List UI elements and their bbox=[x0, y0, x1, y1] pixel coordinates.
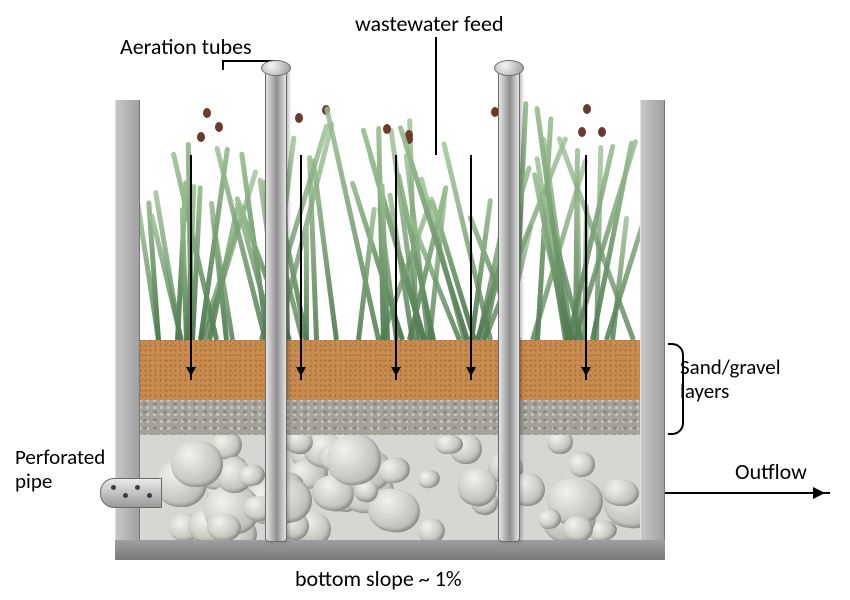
flow-arrow bbox=[585, 155, 587, 380]
aeration-tube-2-cap bbox=[494, 60, 524, 76]
flow-arrow bbox=[300, 155, 302, 380]
vessel-floor bbox=[115, 540, 665, 560]
label-wastewater-feed: wastewater feed bbox=[355, 10, 504, 37]
diagram-stage: Aeration tubes wastewater feed Sand/grav… bbox=[0, 0, 850, 600]
label-bottom-slope: bottom slope ~ 1% bbox=[295, 565, 462, 592]
outflow-arrow bbox=[665, 492, 830, 494]
label-sand-gravel: Sand/gravel layers bbox=[680, 355, 810, 403]
aeration-tube-2 bbox=[498, 70, 520, 542]
plant-zone bbox=[140, 95, 640, 340]
plant-clump bbox=[540, 95, 640, 340]
layer-gravel bbox=[140, 400, 640, 435]
label-outflow: Outflow bbox=[735, 458, 807, 485]
flow-arrow bbox=[395, 155, 397, 380]
label-aeration-tubes: Aeration tubes bbox=[120, 33, 252, 60]
plant-clump bbox=[440, 95, 550, 340]
brace-sand-gravel bbox=[668, 343, 684, 435]
flow-arrow bbox=[190, 155, 192, 380]
perforated-pipe bbox=[100, 478, 162, 508]
flow-arrow bbox=[470, 155, 472, 380]
vessel-right-wall bbox=[640, 100, 665, 550]
layer-stones bbox=[140, 435, 640, 540]
aeration-tube-1 bbox=[265, 70, 287, 542]
layer-sand bbox=[140, 340, 640, 400]
leader-feed-1 bbox=[435, 37, 437, 70]
aeration-tube-1-cap bbox=[261, 60, 291, 76]
